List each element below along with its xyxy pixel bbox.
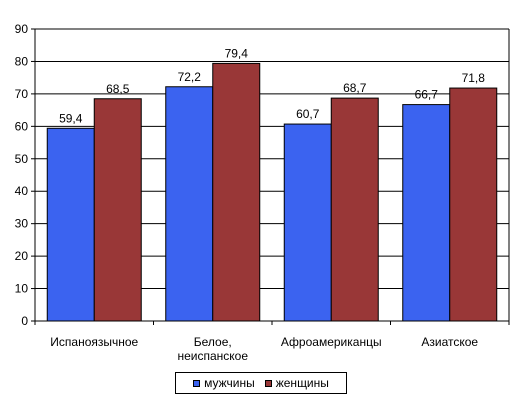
data-label-women: 68,7 <box>343 81 367 95</box>
category-label: неиспанское <box>177 349 248 363</box>
data-label-women: 79,4 <box>225 46 249 60</box>
legend-item-women: женщины <box>264 376 329 390</box>
legend-swatch-men <box>193 379 201 387</box>
bar-men <box>46 127 95 322</box>
data-label-men: 72,2 <box>178 70 202 84</box>
y-tick-label: 50 <box>15 152 29 166</box>
category-label: Белое, <box>194 335 232 349</box>
bar-women <box>212 62 261 322</box>
bar-women <box>93 98 142 322</box>
y-tick-label: 0 <box>21 314 28 328</box>
category-label: Афроамериканцы <box>281 335 382 349</box>
category-label: Азиатское <box>421 335 478 349</box>
y-tick-label: 70 <box>15 87 29 101</box>
y-tick-label: 90 <box>15 22 29 36</box>
y-tick-label: 40 <box>15 184 29 198</box>
bar-women <box>449 87 498 322</box>
data-label-men: 59,4 <box>59 111 83 125</box>
chart-legend: мужчины женщины <box>175 372 347 394</box>
bar-men <box>283 123 332 322</box>
bar-men <box>165 86 214 322</box>
legend-label-women: женщины <box>275 376 329 390</box>
bar-men <box>402 104 451 322</box>
y-tick-label: 80 <box>15 54 29 68</box>
data-label-men: 66,7 <box>415 88 439 102</box>
data-label-men: 60,7 <box>296 107 320 121</box>
legend-swatch-women <box>264 379 272 387</box>
legend-label-men: мужчины <box>204 376 255 390</box>
y-tick-label: 30 <box>15 217 29 231</box>
y-tick-label: 20 <box>15 249 29 263</box>
bar-women <box>330 97 379 322</box>
y-tick-label: 60 <box>15 119 29 133</box>
y-tick-label: 10 <box>15 282 29 296</box>
category-label: Испаноязычное <box>50 335 138 349</box>
legend-item-men: мужчины <box>193 376 255 390</box>
data-label-women: 68,5 <box>106 82 130 96</box>
data-label-women: 71,8 <box>462 71 486 85</box>
